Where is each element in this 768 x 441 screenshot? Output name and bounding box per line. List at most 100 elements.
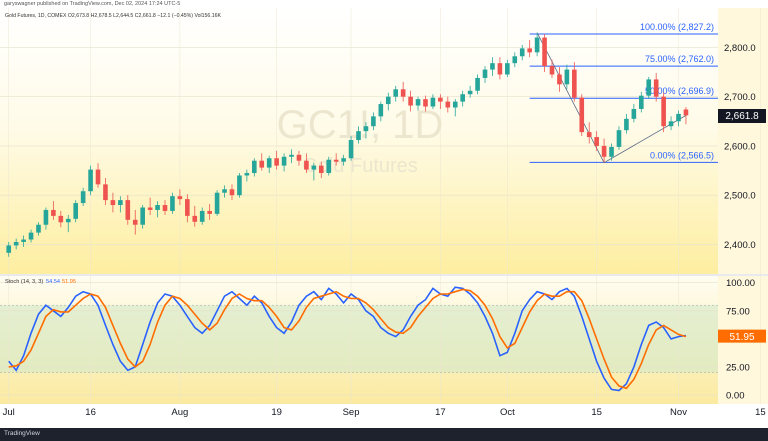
candle-body [214,192,220,214]
candle-body [118,200,123,206]
price-legend-symbol: Gold Futures, 1D, COMEX O2,673.8 H2,678.… [5,13,222,19]
candle-body [631,108,637,119]
stoch-tick-label: 25.00 [726,362,750,373]
candle-body [326,159,332,174]
stoch-tick-label: 100.00 [726,278,755,289]
candle-body [438,97,443,102]
candle-body [311,165,317,170]
candle-body [579,97,585,133]
candle-body [467,90,473,95]
candle-body [371,116,376,127]
candle-body [661,96,666,127]
candle-body [296,154,302,161]
candle-body [527,48,532,53]
fib-level-label: 0.00% (2,566.5) [650,150,714,160]
candle-body [281,156,287,166]
candle-body [400,89,406,97]
candle-body [103,184,108,201]
time-tick-label: 15 [591,407,602,418]
candle-body [21,239,26,242]
candle-body [43,209,49,225]
candle-body [542,37,547,67]
candle-body [683,109,689,116]
stoch-last-label-text: 51.95 [729,332,754,343]
candle-body [594,137,599,146]
candle-body [676,113,681,122]
stoch-k-line [8,286,687,392]
time-tick-label: Nov [670,407,687,418]
stoch-last-label-box [718,329,766,343]
candle-body [505,63,510,75]
candle-body [415,99,421,106]
candle-body [534,37,540,53]
candle-body [609,146,614,157]
time-axis[interactable]: Jul16Aug19Sep17Oct15Nov15Dec16 [3,407,768,418]
candle-body [13,241,19,246]
candle-body [140,207,145,225]
candle-body [110,200,116,206]
price-axis[interactable]: 2,400.0 2,500.0 2,600.0 2,700.0 2,800.0 [724,43,756,251]
candle-body [51,209,56,216]
candle-body [229,189,235,196]
candle-body [653,79,659,97]
price-tick-label: 2,800.0 [724,43,756,54]
candle-body [36,224,41,233]
candle-body [65,218,71,223]
candle-body [586,132,592,138]
tradingview-brand: TradingView [4,430,40,437]
time-tick-label: 16 [85,407,96,418]
fib-level-label: 50.00% (2,696.9) [645,86,714,96]
stoch-band [0,305,718,373]
candle-body [259,160,265,168]
stoch-legend-title: Stoch (14, 3, 3) [5,279,43,285]
stoch-legend-k: 54.54 [46,279,60,285]
candlestick-series [6,32,689,257]
candle-body [162,205,168,211]
candle-body [490,63,495,70]
candle-body [333,159,339,162]
candle-body [289,154,294,157]
candle-body [274,158,279,166]
candle-body [88,169,93,192]
candle-body [6,245,12,253]
time-axis-background [0,404,768,428]
candle-body [177,196,183,200]
candle-body [452,101,458,108]
candle-body [356,131,361,141]
candle-body [624,118,629,131]
candle-body [363,126,369,132]
candle-body [646,79,652,96]
time-tick-label: 17 [435,407,446,418]
stoch-axis[interactable]: 0.00 25.00 75.00 100.00 [726,278,755,401]
fibonacci-retracement[interactable]: 100.00% (2,827.2) 75.00% (2,762.0) 50.00% … [529,22,718,163]
time-tick-label: 15 [755,407,766,418]
price-axis-background [718,8,768,274]
candle-body [482,69,488,78]
published-caption: garyswagner published on TradingView.com… [0,0,768,8]
stoch-tick-label: 0.00 [726,391,745,402]
candle-body [222,189,227,193]
price-tick-label: 2,700.0 [724,92,756,103]
candle-body [147,207,153,210]
last-price-label-text: 2,661.8 [725,111,759,122]
candle-body [125,200,131,220]
fib-level-label: 75.00% (2,762.0) [645,54,714,64]
candle-body [80,191,86,204]
last-price-label-box [718,109,766,123]
fib-level-label: 100.00% (2,827.2) [640,22,714,32]
candle-body [430,97,436,107]
candle-body [378,104,384,117]
chart-svg[interactable]: GC1!, 1D Gold Futures 100.00% (2,827.2)7… [0,0,768,428]
candle-body [475,77,480,91]
candle-body [408,96,413,106]
candle-body [318,165,324,174]
candle-body [423,99,428,107]
stoch-tick-label: 75.00 [726,306,750,317]
candle-body [564,69,570,85]
candle-body [266,158,272,168]
candle-body [341,158,346,162]
price-tick-label: 2,400.0 [724,240,756,251]
candle-body [185,199,190,216]
last-price-label: 2,661.8 [718,109,766,123]
